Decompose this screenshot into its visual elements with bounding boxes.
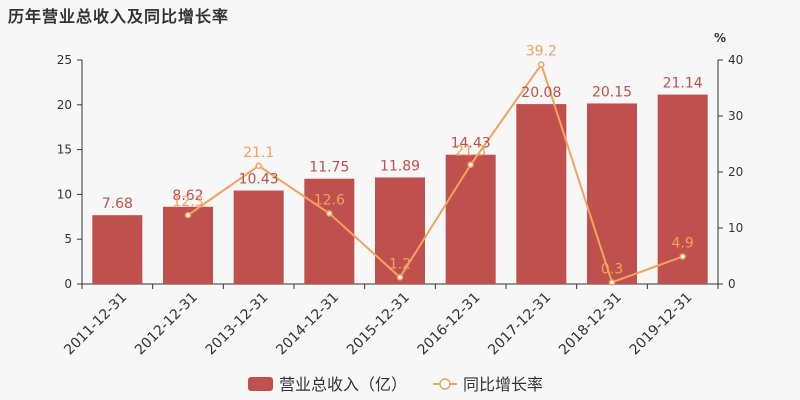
x-tick-label: 2016-12-31 [415,290,484,359]
legend-bar-swatch[interactable] [248,377,273,391]
bar[interactable] [587,103,637,285]
bar-value-label: 11.75 [309,160,349,176]
bar[interactable] [233,190,284,284]
y-right-tick-label: 20 [728,165,743,179]
bar-value-label: 20.15 [592,84,632,100]
bar[interactable] [304,178,355,284]
legend[interactable]: 营业总收入（亿） 同比增长率 [248,375,543,394]
x-tick-label: 2018-12-31 [556,290,625,359]
growth-value-label: 21.1 [243,145,274,161]
line-point[interactable] [255,162,262,170]
y-right-tick-label: 10 [728,221,743,235]
growth-value-label: 12.6 [314,192,345,208]
y-left-tick-label: 0 [64,277,72,291]
bar[interactable] [657,94,708,284]
legend-line-label[interactable]: 同比增长率 [463,375,543,394]
bar-series [92,94,708,285]
growth-line [187,62,684,284]
growth-value-label: 39.2 [526,43,557,59]
y-left-tick-label: 10 [57,187,72,201]
bar-value-label: 21.14 [663,76,703,92]
bar-value-label: 14.43 [451,136,491,152]
x-tick-label: 2015-12-31 [344,290,413,359]
growth-value-label: 1.2 [389,256,411,272]
bar-value-label: 7.68 [102,196,133,212]
legend-line-marker[interactable] [439,378,451,390]
bar-value-label: 20.08 [521,85,561,101]
y-left-tick-label: 20 [57,98,72,112]
legend-bar-label[interactable]: 营业总收入（亿） [279,375,407,394]
bar-value-label: 10.43 [239,172,279,188]
line-point[interactable] [326,210,333,217]
y-right-tick-label: 40 [728,53,743,67]
bar[interactable] [375,177,425,284]
y-left-tick-label: 5 [64,232,72,246]
x-tick-label: 2019-12-31 [627,290,696,359]
y-left-tick-label: 25 [57,53,72,67]
line-point[interactable] [679,253,686,260]
growth-value-label: 4.9 [672,236,694,252]
chart-title: 历年营业总收入及同比增长率 [8,7,230,26]
line-series [184,61,686,286]
line-point[interactable] [608,279,616,286]
line-point[interactable] [396,274,404,281]
x-tick-label: 2013-12-31 [203,290,272,359]
growth-value-label: 21.3 [455,144,486,160]
y-right-tick-label: 30 [728,109,743,123]
x-tick-label: 2012-12-31 [132,290,201,359]
line-point[interactable] [538,61,545,68]
line-point[interactable] [184,211,192,219]
y-right-tick-label: 0 [728,277,736,291]
x-tick-label: 2014-12-31 [273,290,342,359]
y-right-unit-label: % [714,31,726,45]
bar[interactable] [516,104,567,285]
bar[interactable] [445,154,496,284]
bar-value-label: 8.62 [172,188,203,204]
line-point[interactable] [467,161,474,168]
data-labels: 7.68 8.62 10.43 11.75 11.89 14.43 20.08 20.15 21… [102,43,703,277]
growth-value-label: 0.3 [601,261,623,277]
growth-value-label: 12.3 [172,194,203,210]
bar-value-label: 11.89 [380,158,420,174]
x-tick-label: 2011-12-31 [61,290,130,359]
y-left-tick-label: 15 [57,143,72,157]
bar[interactable] [163,206,213,284]
x-tick-label: 2017-12-31 [485,290,554,359]
bar[interactable] [92,215,143,284]
